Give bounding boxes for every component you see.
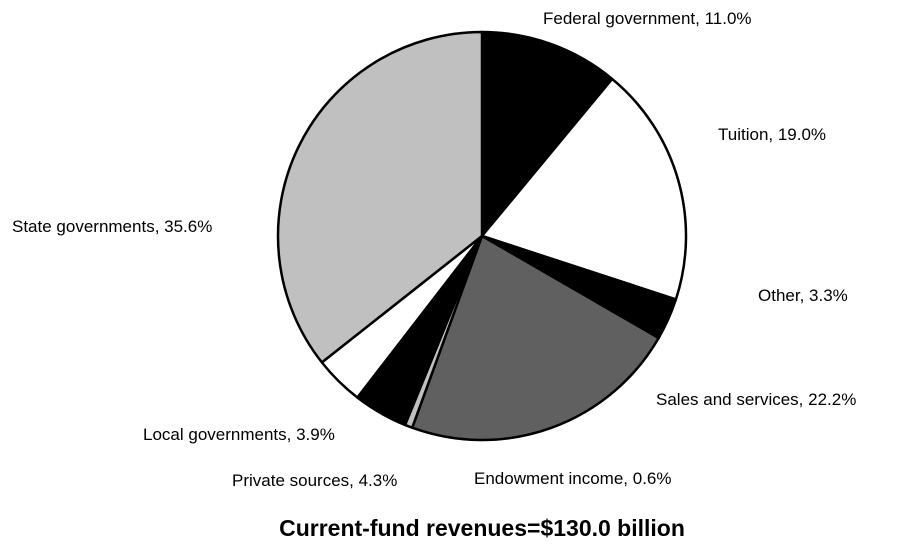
label-state-governments: State governments, 35.6% bbox=[12, 217, 212, 236]
pie-slice-tuition bbox=[480, 77, 688, 301]
label-sales-and-services: Sales and services, 22.2% bbox=[656, 390, 856, 409]
pie-slice-state-governments bbox=[276, 30, 484, 364]
label-other: Other, 3.3% bbox=[758, 286, 848, 305]
pie-slice-sales-and-services bbox=[410, 234, 660, 442]
label-tuition: Tuition, 19.0% bbox=[718, 125, 826, 144]
label-endowment-income: Endowment income, 0.6% bbox=[474, 469, 672, 488]
label-private-sources: Private sources, 4.3% bbox=[232, 471, 397, 490]
chart-title: Current-fund revenues=$130.0 billion bbox=[279, 515, 685, 541]
label-federal-government: Federal government, 11.0% bbox=[543, 9, 752, 28]
pie-slice-federal-government bbox=[480, 30, 614, 238]
slice-labels: Federal government, 11.0% Tuition, 19.0%… bbox=[12, 9, 856, 490]
pie-slices bbox=[276, 30, 688, 442]
label-local-governments: Local governments, 3.9% bbox=[143, 425, 335, 444]
